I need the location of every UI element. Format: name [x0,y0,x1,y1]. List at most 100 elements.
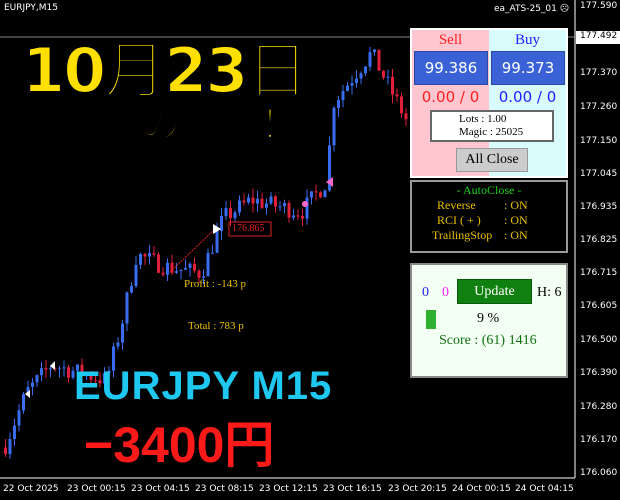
time-label: 23 Oct 00:15 [67,484,126,494]
candle [125,291,129,332]
update-button[interactable]: Update [457,279,532,304]
autoclose-row: TrailingStop: ON [412,228,566,243]
candle [134,255,138,289]
candle [130,282,133,294]
candle [386,69,390,85]
marker [302,201,308,207]
price-label: 176.170 [580,435,618,445]
candle [274,194,277,213]
ea-name-text: ea_ATS-25_01 [494,4,557,14]
candle [341,84,345,108]
candle [193,257,196,274]
candle [283,199,286,214]
candle [121,319,124,350]
time-label: 22 Oct 2025 [3,484,59,494]
price-label: 177.260 [580,102,618,112]
candle [35,374,39,388]
price-label: 176.060 [580,468,618,478]
candle [67,364,70,383]
profit-label: Profit : -143 p [184,278,247,290]
symbol-label: EURJPY,M15 [4,3,58,13]
date-title: 10月23日 [21,33,310,108]
candle [4,439,7,457]
candle [238,195,241,216]
candle [355,70,358,88]
autoclose-value: : ON [504,198,528,212]
price-label: 177.590 [580,1,618,11]
candle [260,192,264,210]
current-price-box [576,31,620,44]
buy-position: 0.00 / 0 [498,88,557,106]
candle [71,366,75,380]
sell-button[interactable]: 99.386 [414,51,488,85]
autoclose-row: RCI ( + ): ON [412,213,566,228]
candle [233,210,237,222]
candle [161,267,165,277]
candle [170,254,174,275]
magic-value: Magic : 25025 [459,126,524,138]
candle [40,361,43,382]
candle [301,208,304,227]
price-label: 177.150 [580,136,618,146]
progress-bar [426,310,536,329]
candle [368,47,372,72]
trade-line [169,228,216,273]
candle [116,337,120,350]
candle [49,365,52,378]
candle [62,360,66,377]
candle [310,191,313,205]
candle [179,269,183,280]
candle [382,69,385,80]
price-label: 177.045 [580,169,618,179]
candle [287,200,291,223]
total-label: Total : 783 p [188,320,244,332]
time-label: 24 Oct 00:15 [452,484,511,494]
candle [89,371,93,384]
candle [206,248,210,277]
price-label: 176.390 [580,368,618,378]
frown-face-icon: ☹ [559,4,570,14]
ea-name: ea_ATS-25_01 ☹ [494,4,569,14]
candle [296,209,300,220]
autoclose-value: : ON [504,213,528,227]
lots-box: Lots : 1.00 Magic : 25025 [430,110,554,142]
candle [17,404,21,432]
all-close-button[interactable]: All Close [456,148,528,172]
candle [346,81,349,92]
arrow [50,361,55,370]
percent-label: 9 % [477,311,500,326]
candle [31,378,34,396]
price-label: 176.715 [580,268,618,278]
autoclose-key: Reverse [437,198,476,212]
candle [350,75,354,95]
time-label: 23 Oct 08:15 [195,484,254,494]
candle [157,252,160,274]
candle [112,342,115,378]
trade-price-label: 176.865 [232,223,265,234]
time-label: 23 Oct 04:15 [131,484,190,494]
candle [143,252,147,266]
candle [337,95,340,118]
autoclose-value: : ON [504,228,528,242]
price-label: 177.370 [580,68,618,78]
candle [319,191,322,198]
pair-title: EURJPY M15 [74,364,333,408]
candle [220,208,223,241]
candle [98,371,102,388]
autoclose-panel: - AutoClose - Reverse: ON RCI ( + ): ON Tr… [410,180,568,253]
buy-button[interactable]: 99.373 [491,51,565,85]
candle [404,108,408,126]
candle [400,92,403,118]
h-value: H: 6 [537,285,562,300]
candle [44,359,48,378]
candle [202,269,205,285]
trade-panel: Sell 99.386 0.00 / 0 Buy 99.373 0.00 / 0… [410,28,568,178]
candle [377,49,381,71]
candle [323,189,327,198]
candle [265,198,268,215]
price-label: 176.935 [580,202,618,212]
candle [197,268,201,283]
candle [278,201,282,212]
candle [251,188,255,213]
